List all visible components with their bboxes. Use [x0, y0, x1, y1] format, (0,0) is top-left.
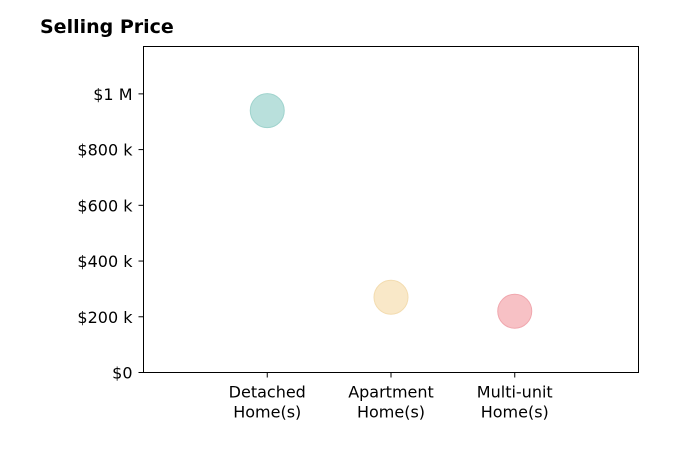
data-point: [249, 93, 285, 129]
y-axis: $0 $200 k $400 k $600 k $800 k $1 M: [77, 85, 144, 383]
x-tick-label-line: Home(s): [357, 403, 425, 422]
y-tick-label: $400 k: [77, 252, 133, 271]
data-point: [373, 279, 409, 315]
plot-frame: [143, 46, 639, 373]
x-tick-label-line: Home(s): [233, 403, 301, 422]
x-tick-label: Detached Home(s): [229, 383, 306, 422]
x-axis: Detached Home(s)Apartment Home(s)Multi-uni…: [229, 372, 553, 422]
chart-title: Selling Price: [40, 16, 174, 38]
y-tick-label: $200 k: [77, 308, 133, 327]
x-tick-label: Apartment Home(s): [348, 383, 434, 422]
x-tick-label-line: Multi-unit: [477, 383, 553, 402]
y-tick-label: $0: [112, 364, 132, 383]
y-tick-label: $1 M: [93, 85, 132, 104]
x-tick-label-line: Apartment: [348, 383, 434, 402]
y-tick-label: $800 k: [77, 141, 133, 160]
y-tick-label: $600 k: [77, 196, 133, 215]
x-tick-label-line: Home(s): [481, 403, 549, 422]
data-point: [497, 293, 533, 329]
x-tick-label: Multi-unit Home(s): [477, 383, 553, 422]
data-points: [249, 93, 533, 329]
x-tick-label-line: Detached: [229, 383, 306, 402]
